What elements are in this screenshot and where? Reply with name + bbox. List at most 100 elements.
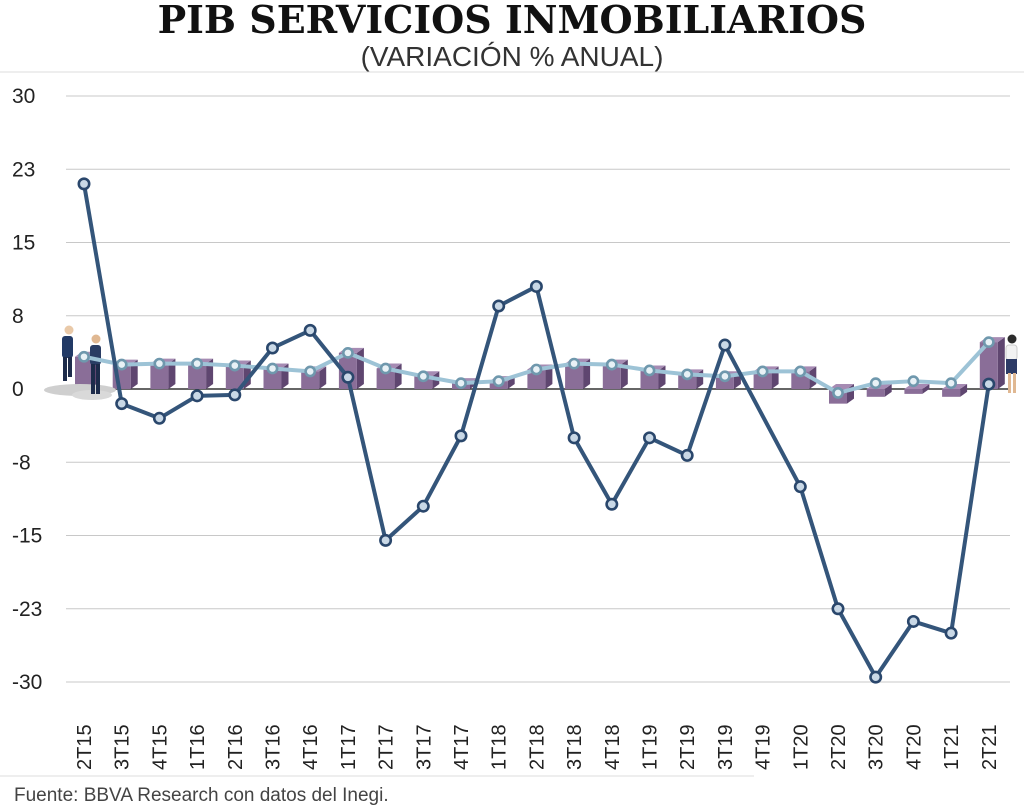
series-point-2 xyxy=(869,377,882,390)
bar-front xyxy=(753,371,772,389)
y-tick-label: -8 xyxy=(12,451,31,474)
y-tick-label: 23 xyxy=(12,158,35,181)
x-tick-label: 4T18 xyxy=(602,724,624,770)
x-tick-label: 1T21 xyxy=(941,724,963,770)
y-tick-label: 0 xyxy=(12,378,24,401)
series-point-1 xyxy=(680,448,694,462)
y-axis-ticks: 30 23 15 8 0 -8 -15 -23 -30 xyxy=(12,85,42,694)
x-tick-label: 3T17 xyxy=(413,724,435,770)
series-point-2 xyxy=(417,370,430,383)
person-figure-right xyxy=(1005,334,1018,393)
series-point-2 xyxy=(605,358,618,371)
series-point-2 xyxy=(982,336,995,349)
series-point-2 xyxy=(228,359,241,372)
series-point-1 xyxy=(416,499,430,513)
series-point-2 xyxy=(455,377,467,390)
bar-front xyxy=(75,356,93,389)
series-point-2 xyxy=(643,364,656,377)
series-point-1 xyxy=(906,614,920,628)
series-point-1 xyxy=(869,670,883,684)
chart-canvas: 30 23 15 8 0 -8 -15 -23 -30 2T15 3T15 4T15 1T16 2T16… xyxy=(0,71,1024,777)
series-point-1 xyxy=(379,533,393,547)
x-tick-label: 2T19 xyxy=(677,724,699,770)
x-tick-label: 2T18 xyxy=(526,724,548,770)
series-point-2 xyxy=(78,350,90,363)
bar-side xyxy=(168,358,176,389)
bar-front xyxy=(565,363,584,389)
x-axis-ticks: 2T15 3T15 4T15 1T16 2T16 3T16 4T16 1T17 2T17 3T17… xyxy=(0,724,1001,777)
x-tick-label: 2T16 xyxy=(225,724,247,770)
series-point-2 xyxy=(681,368,694,381)
series-point-1 xyxy=(793,480,807,494)
series-point-1 xyxy=(265,341,279,355)
series-point-1 xyxy=(831,602,845,616)
series-point-2 xyxy=(341,346,354,359)
series-point-2 xyxy=(492,375,505,388)
series-point-2 xyxy=(568,357,580,370)
series-point-2 xyxy=(945,377,957,390)
series-point-1 xyxy=(605,497,619,511)
series-point-1 xyxy=(228,388,242,402)
series-point-1 xyxy=(982,377,996,391)
series-point-2 xyxy=(756,365,769,378)
series-point-1 xyxy=(77,177,91,191)
figure-shadow-left-2 xyxy=(72,390,112,400)
x-tick-label: 2T15 xyxy=(74,724,96,770)
bar-side xyxy=(356,347,364,389)
series-point-1 xyxy=(567,431,581,445)
series-point-2 xyxy=(832,387,844,399)
y-tick-label: 8 xyxy=(12,305,24,328)
x-tick-label: 4T16 xyxy=(300,724,322,770)
x-tick-label: 1T18 xyxy=(489,724,511,770)
series-point-2 xyxy=(153,357,166,370)
chart-title: PIB SERVICIOS INMOBILIARIOS xyxy=(157,0,867,42)
x-tick-label: 1T17 xyxy=(338,724,360,770)
x-tick-label: 1T20 xyxy=(790,724,812,770)
bar-front xyxy=(376,368,395,389)
bar-side xyxy=(130,359,138,389)
series-point-2 xyxy=(304,365,317,378)
series-point-1 xyxy=(115,397,129,411)
bar-side xyxy=(620,359,628,389)
x-tick-label: 4T17 xyxy=(451,724,473,770)
series-point-1 xyxy=(944,626,958,640)
x-tick-label: 3T16 xyxy=(263,724,285,770)
bar-front xyxy=(188,363,207,389)
series-point-2 xyxy=(191,357,203,370)
bar-front xyxy=(904,389,923,394)
x-tick-label: 1T19 xyxy=(640,724,662,770)
series-point-2 xyxy=(719,370,731,383)
series-point-2 xyxy=(115,358,128,371)
chart-subtitle: (VARIACIÓN % ANUAL) xyxy=(360,41,664,72)
y-tick-label: 30 xyxy=(12,85,35,108)
bar-front xyxy=(527,369,546,389)
x-tick-label: 4T15 xyxy=(149,724,171,770)
bar-side xyxy=(960,384,968,397)
x-tick-label: 3T18 xyxy=(564,724,586,770)
bar-front xyxy=(150,363,169,389)
x-tick-label: 1T16 xyxy=(187,724,209,770)
source-note: Fuente: BBVA Research con datos del Ineg… xyxy=(14,785,389,806)
series-point-1 xyxy=(642,431,656,445)
illustration-figures xyxy=(44,325,1018,400)
person-figure-left-1 xyxy=(62,325,74,381)
bar-front xyxy=(301,371,320,389)
x-tick-label: 4T19 xyxy=(753,724,775,770)
bar-side xyxy=(583,358,591,389)
bar xyxy=(979,337,1005,389)
y-tick-label: -23 xyxy=(12,598,42,621)
bar-side xyxy=(319,366,327,389)
bar-side xyxy=(884,384,892,397)
series-point-1 xyxy=(492,299,506,313)
bar-front xyxy=(979,342,998,389)
bar-side xyxy=(545,364,553,389)
y-tick-label: 15 xyxy=(12,232,35,255)
series-point-2 xyxy=(266,362,279,375)
x-tick-label: 2T21 xyxy=(979,724,1001,770)
x-tick-label: 4T20 xyxy=(903,724,925,770)
bar-front xyxy=(225,365,244,389)
y-tick-label: -15 xyxy=(12,525,42,548)
x-tick-label: 3T20 xyxy=(866,724,888,770)
bar-front xyxy=(942,389,961,397)
series-point-2 xyxy=(907,375,920,388)
